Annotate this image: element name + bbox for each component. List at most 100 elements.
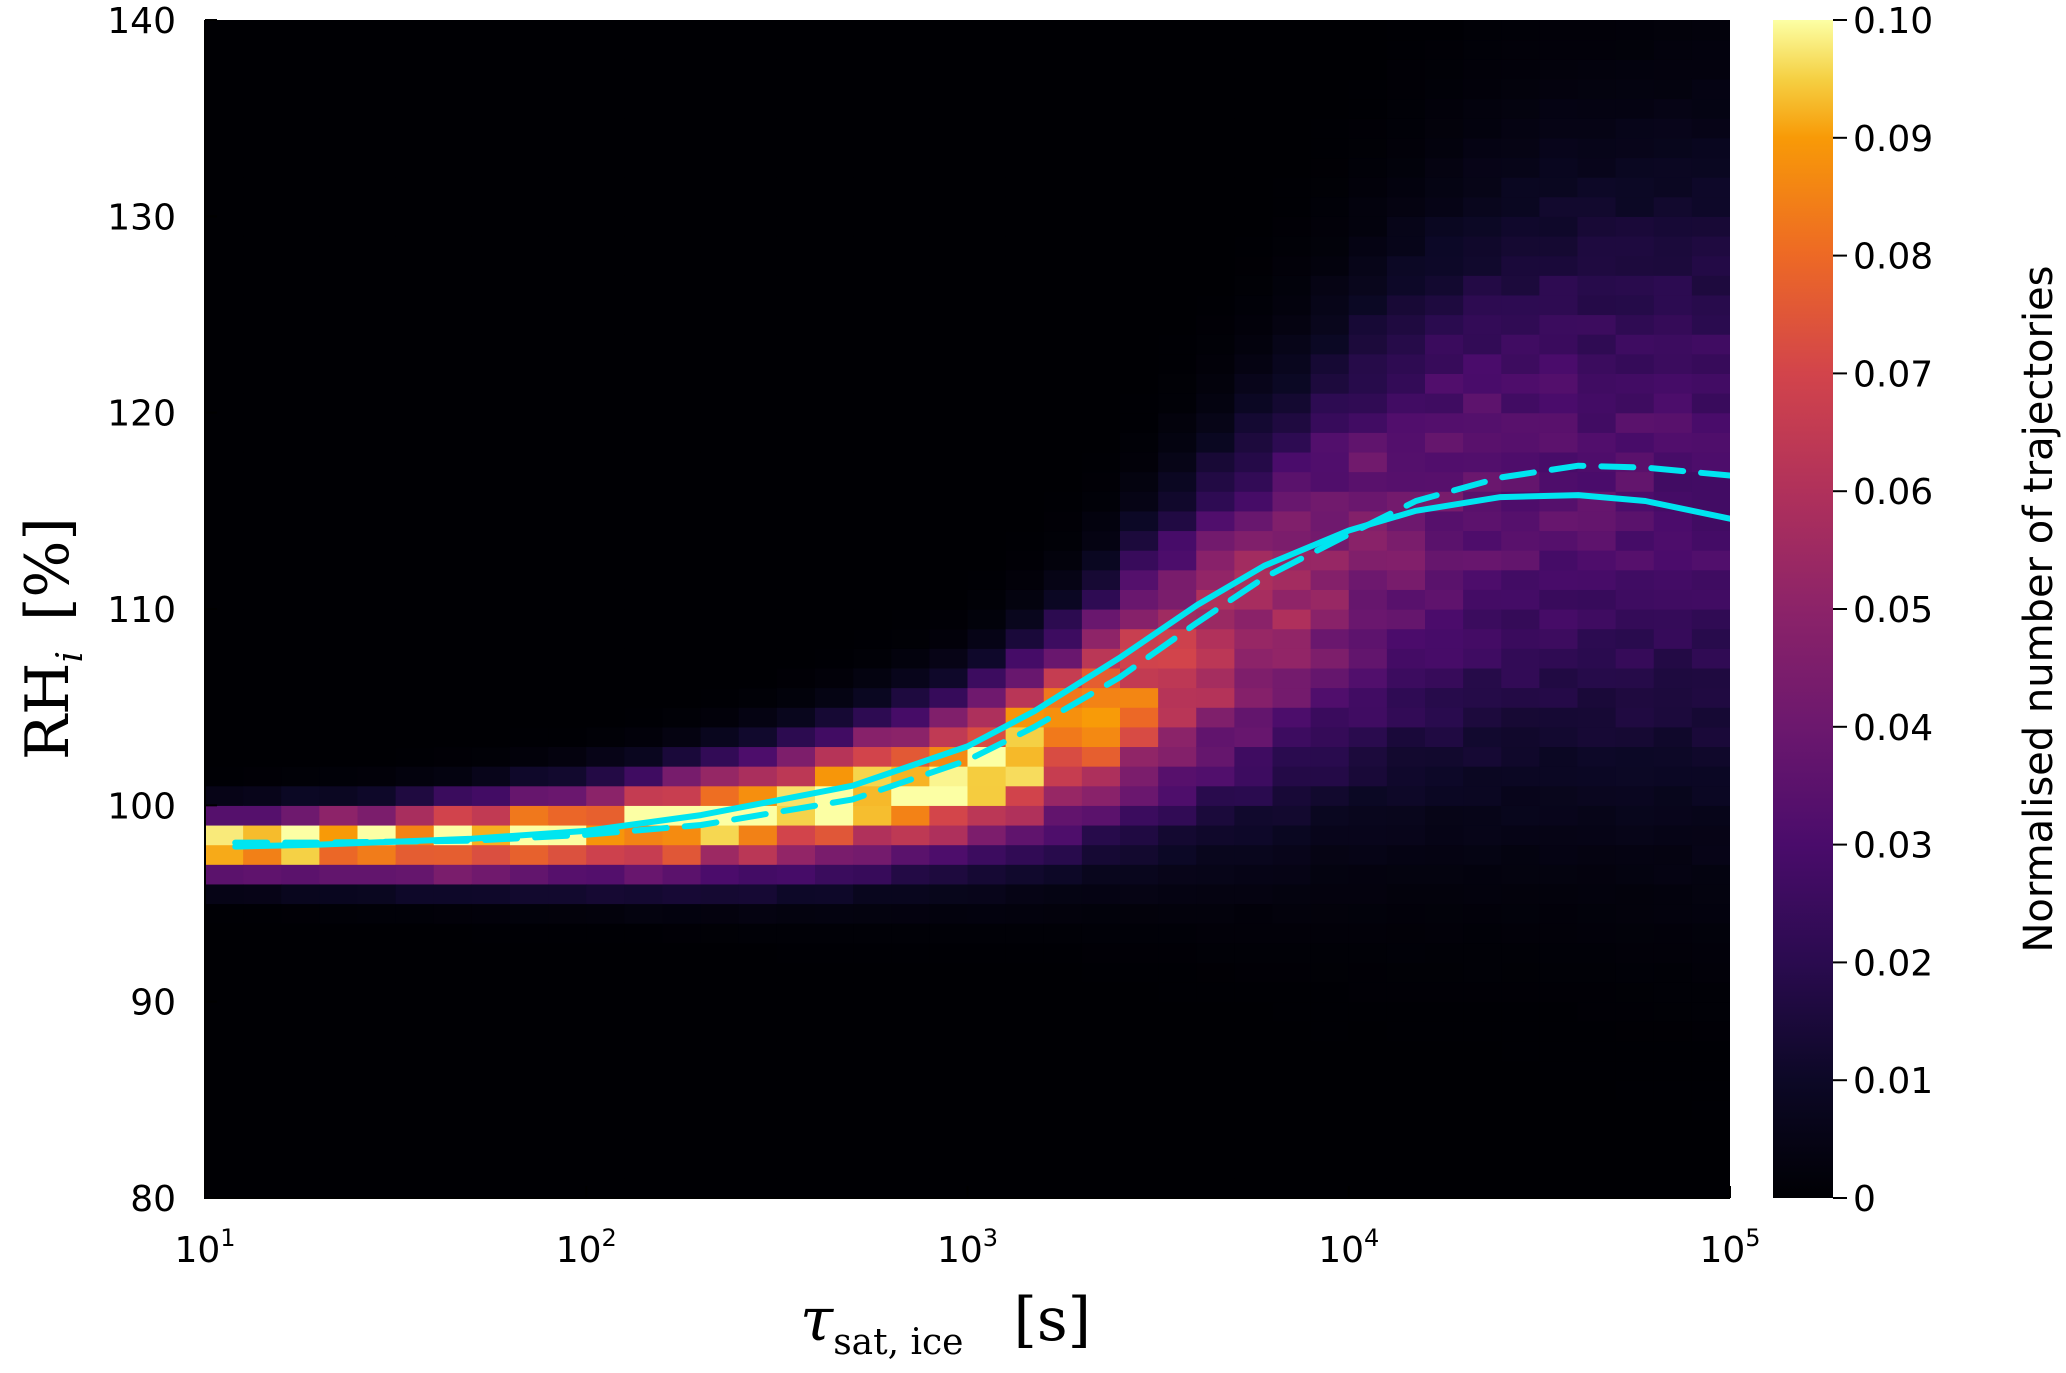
heatmap-cell	[1539, 78, 1579, 100]
heatmap-cell	[1081, 353, 1121, 374]
heatmap-cell	[1120, 962, 1159, 983]
heatmap-cell	[1043, 883, 1083, 905]
heatmap-cell	[433, 196, 473, 217]
heatmap-cell	[433, 707, 473, 728]
heatmap-cell	[1691, 353, 1730, 374]
heatmap-cell	[815, 314, 854, 335]
heatmap-cell	[662, 923, 702, 944]
heatmap-cell	[1196, 118, 1235, 139]
heatmap-cell	[662, 39, 702, 60]
heatmap-cell	[319, 569, 359, 590]
heatmap-cell	[281, 982, 320, 1003]
heatmap-cell	[1005, 1040, 1045, 1062]
heatmap-cell	[281, 39, 320, 60]
heatmap-cell	[1539, 589, 1579, 610]
heatmap-cell	[548, 569, 587, 590]
heatmap-cell	[738, 1021, 778, 1042]
heatmap-cell	[1348, 275, 1388, 296]
heatmap-cell	[357, 393, 397, 414]
heatmap-cell	[1501, 373, 1540, 394]
heatmap-cell	[1501, 1158, 1540, 1179]
heatmap-cell	[1310, 314, 1350, 335]
heatmap-cell	[1386, 393, 1426, 414]
heatmap-cell	[1081, 137, 1121, 159]
heatmap-cell	[776, 962, 816, 983]
x-axis-label: τsat, ice [s]	[800, 1285, 1091, 1363]
heatmap-cell	[929, 864, 969, 885]
heatmap-cell	[738, 157, 778, 178]
heatmap-cell	[1653, 196, 1693, 217]
heatmap-cell	[1615, 569, 1655, 590]
heatmap-cell	[700, 314, 740, 335]
heatmap-cell	[776, 118, 816, 139]
heatmap-cell	[1348, 491, 1388, 512]
colorbar-tick-label: 0.03	[1853, 826, 1933, 867]
heatmap-cell	[1463, 451, 1502, 473]
heatmap-cell	[395, 255, 435, 276]
heatmap-cell	[1539, 648, 1579, 669]
heatmap-cell	[548, 471, 587, 492]
heatmap-cell	[548, 216, 587, 237]
heatmap-cell	[319, 1158, 359, 1179]
heatmap-cell	[586, 982, 625, 1003]
heatmap-cell	[1234, 78, 1274, 100]
heatmap-cell	[738, 746, 778, 767]
heatmap-cell	[891, 667, 930, 689]
heatmap-cell	[1501, 550, 1540, 571]
heatmap-cell	[1539, 235, 1579, 257]
heatmap-cell	[548, 1080, 587, 1101]
heatmap-cell	[1615, 216, 1655, 237]
colorbar-tick-label: 0.04	[1853, 708, 1933, 749]
heatmap-cell	[700, 235, 740, 257]
heatmap-cell	[205, 1021, 244, 1042]
heatmap-cell	[967, 314, 1007, 335]
heatmap-cell	[510, 451, 549, 473]
heatmap-cell	[1081, 785, 1121, 806]
heatmap-cell	[967, 491, 1007, 512]
heatmap-cell	[1310, 1080, 1350, 1101]
heatmap-cell	[357, 667, 397, 689]
heatmap-cell	[548, 59, 587, 80]
heatmap-cell	[1158, 1060, 1197, 1081]
heatmap-cell	[357, 157, 397, 178]
heatmap-cell	[1691, 255, 1730, 276]
heatmap-cell	[700, 609, 740, 630]
heatmap-cell	[1005, 157, 1045, 178]
heatmap-cell	[1501, 78, 1540, 100]
heatmap-cell	[1615, 942, 1655, 963]
heatmap-cell	[1234, 314, 1274, 335]
heatmap-cell	[395, 373, 435, 394]
heatmap-cell	[1234, 412, 1274, 433]
heatmap-cell	[510, 707, 549, 728]
heatmap-cell	[1005, 942, 1045, 963]
heatmap-cell	[1653, 844, 1693, 865]
heatmap-cell	[967, 766, 1007, 787]
heatmap-cell	[1653, 98, 1693, 119]
heatmap-cell	[1272, 609, 1312, 630]
heatmap-cell	[1158, 373, 1197, 394]
heatmap-cell	[205, 353, 244, 374]
heatmap-cell	[1577, 1178, 1617, 1198]
heatmap-cell	[891, 353, 930, 374]
heatmap-cell	[1043, 766, 1083, 787]
heatmap-cell	[1577, 20, 1617, 41]
heatmap-cell	[1425, 844, 1464, 865]
heatmap-cell	[929, 216, 969, 237]
heatmap-cell	[1615, 275, 1655, 296]
heatmap-cell	[205, 471, 244, 492]
heatmap-cell	[548, 805, 587, 826]
heatmap-cell	[967, 864, 1007, 885]
heatmap-cell	[433, 393, 473, 414]
heatmap-cell	[1539, 334, 1579, 355]
heatmap-cell	[1234, 707, 1274, 728]
heatmap-cell	[1425, 785, 1464, 806]
heatmap-cell	[548, 864, 587, 885]
heatmap-cell	[1005, 648, 1045, 669]
heatmap-cell	[1005, 118, 1045, 139]
heatmap-cell	[281, 294, 320, 316]
heatmap-cell	[1272, 451, 1312, 473]
heatmap-cell	[1386, 1158, 1426, 1179]
heatmap-cell	[853, 39, 892, 60]
heatmap-cell	[1463, 177, 1502, 198]
heatmap-cell	[1196, 157, 1235, 178]
